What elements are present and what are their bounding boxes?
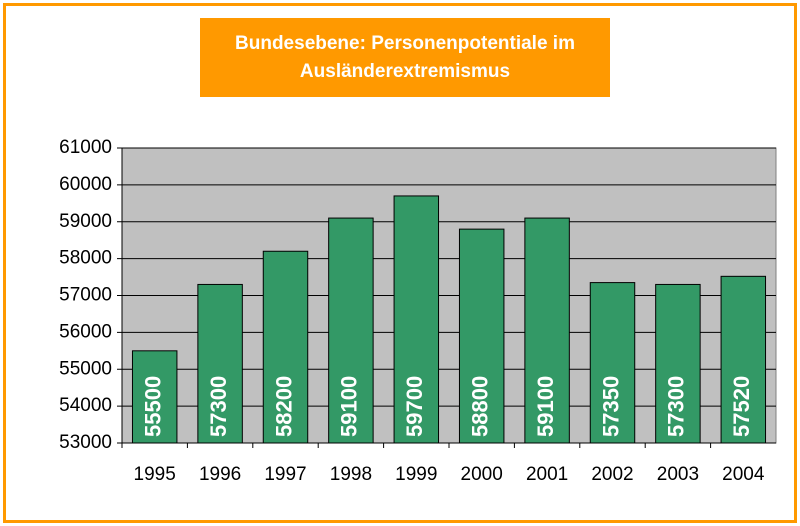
y-tick-label: 53000 (59, 432, 112, 453)
x-tick-label: 2001 (526, 464, 568, 485)
bar (458, 228, 505, 444)
x-tick-label: 2002 (591, 464, 633, 485)
bar (720, 275, 767, 444)
data-label: 58800 (468, 376, 493, 437)
y-tick-label: 54000 (59, 395, 112, 416)
data-label: 59100 (533, 376, 558, 437)
bar (197, 283, 243, 444)
chart-title: Bundesebene: Personenpotentiale im Auslä… (200, 18, 610, 97)
y-tick-label: 57000 (59, 285, 112, 306)
data-label: 58200 (271, 376, 296, 437)
y-tick-label: 60000 (59, 174, 112, 195)
y-tick-label: 59000 (59, 211, 112, 232)
bar (655, 283, 701, 444)
x-tick-label: 1995 (134, 464, 176, 485)
data-label: 57350 (598, 376, 623, 437)
x-tick-label: 2004 (722, 464, 765, 485)
data-label: 57520 (729, 376, 754, 437)
x-tick-label: 1999 (395, 464, 437, 485)
y-tick-label: 56000 (59, 321, 112, 342)
data-label: 59700 (402, 376, 427, 437)
data-label: 55500 (141, 376, 166, 437)
y-tick-label: 55000 (59, 358, 112, 379)
data-label: 59100 (337, 376, 362, 437)
x-tick-label: 2000 (461, 464, 503, 485)
x-tick-label: 1996 (199, 464, 241, 485)
data-label: 57300 (664, 376, 689, 437)
bar (393, 195, 440, 444)
x-tick-label: 2003 (657, 464, 699, 485)
frame (3, 3, 797, 523)
bar (262, 250, 309, 444)
data-label: 57300 (206, 376, 231, 437)
x-tick-label: 1998 (330, 464, 372, 485)
x-tick-label: 1997 (264, 464, 306, 485)
bar (589, 282, 636, 444)
y-tick-label: 61000 (59, 137, 112, 158)
y-tick-label: 58000 (59, 248, 112, 269)
bar (328, 217, 374, 444)
bar (131, 350, 178, 444)
bar (524, 217, 570, 444)
